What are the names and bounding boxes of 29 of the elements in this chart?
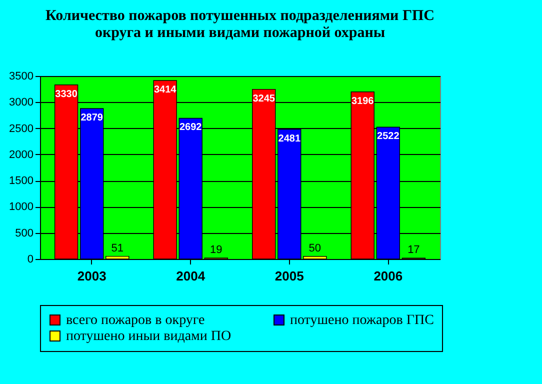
data-label: 2692: [179, 122, 202, 134]
x-tick-label: 2004: [176, 268, 206, 284]
x-tick-label: 2006: [374, 268, 403, 284]
y-tick-label: 3500: [9, 70, 34, 82]
y-tick-label: 1500: [9, 175, 34, 188]
x-tick-label: 2003: [77, 268, 106, 284]
y-tick-label: 3000: [9, 96, 34, 109]
legend-label: потушено иныи видами ПО: [66, 329, 232, 344]
data-label: 17: [408, 244, 420, 256]
legend-label: потушено пожаров ГПС: [290, 313, 434, 328]
y-tick-label: 0: [27, 254, 34, 266]
bar: [106, 256, 130, 260]
y-tick-label: 2500: [9, 122, 34, 135]
x-tick-label: 2005: [274, 268, 304, 284]
data-label: 3330: [55, 88, 78, 100]
y-tick-label: 2000: [9, 148, 34, 161]
chart-title: Количество пожаров потушенных подразделениями ГПС округа и иными видами пожарной охраны: [46, 8, 434, 41]
y-tick-label: 1000: [9, 201, 34, 214]
data-label: 2522: [377, 131, 400, 142]
data-label: 51: [111, 242, 124, 254]
data-label: 2481: [278, 133, 301, 144]
y-tick-label: 500: [15, 227, 34, 240]
data-label: 3245: [252, 93, 276, 104]
data-label: 2879: [80, 112, 104, 124]
data-label: 3196: [351, 96, 374, 107]
bar: [303, 256, 327, 260]
data-label: 19: [210, 244, 222, 256]
legend-label: всего пожаров в округе: [66, 313, 205, 328]
data-label: 50: [308, 242, 322, 254]
